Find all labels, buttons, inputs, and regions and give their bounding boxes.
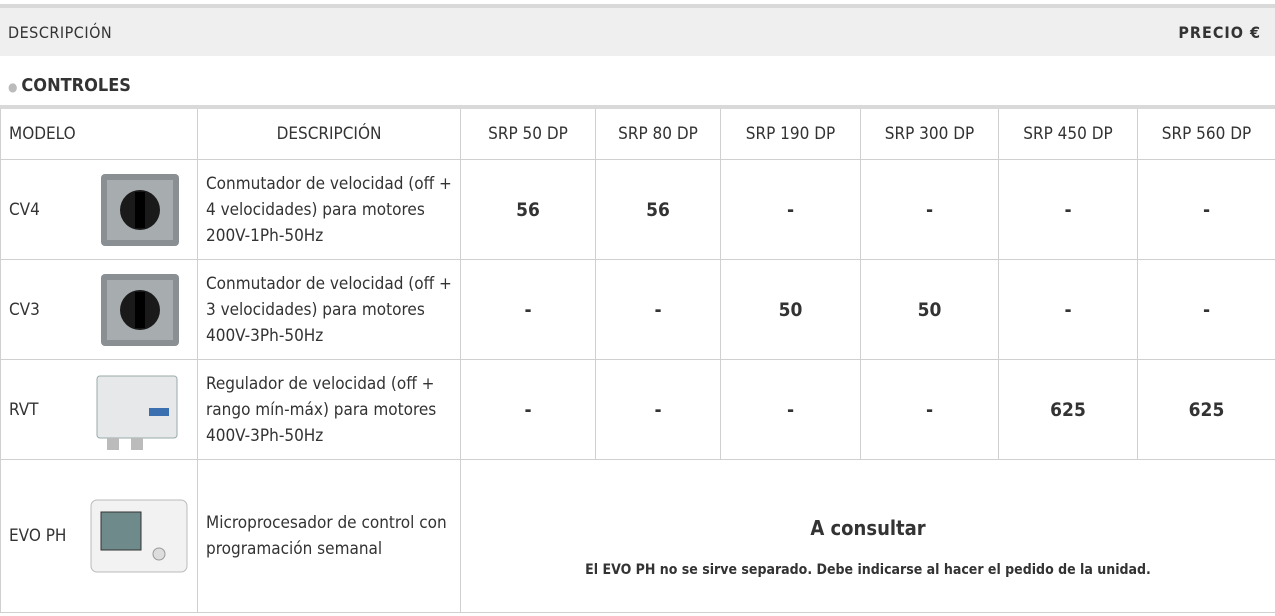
price: - xyxy=(595,359,721,460)
price: - xyxy=(1137,159,1275,260)
price: - xyxy=(860,359,999,460)
column-header: SRP 300 DP xyxy=(860,106,999,160)
model-cell: EVO PH xyxy=(0,459,198,613)
price: - xyxy=(460,359,596,460)
row: RVT Regulador de velocidad (off + rango … xyxy=(0,359,1275,460)
product-image xyxy=(101,174,179,246)
price: - xyxy=(720,159,861,260)
price: - xyxy=(595,259,721,360)
header-price: PRECIO € xyxy=(1178,23,1261,42)
header-description: DESCRIPCIÓN xyxy=(8,23,113,42)
description: Regulador de velocidad (off + rango mín-… xyxy=(197,359,461,460)
row: EVO PH Microprocesador de control con pr… xyxy=(0,459,1275,613)
column-header: SRP 80 DP xyxy=(595,106,721,160)
column-header: DESCRIPCIÓN xyxy=(197,106,461,160)
model-cell: CV3 xyxy=(0,259,198,360)
model-cell: CV4 xyxy=(0,159,198,260)
section-title: ● CONTROLES xyxy=(8,75,131,96)
row: CV3 Conmutador de velocidad (off + 3 vel… xyxy=(0,259,1275,360)
price-note-cell: A consultar El EVO PH no se sirve separa… xyxy=(460,459,1275,613)
price-note: El EVO PH no se sirve separado. Debe ind… xyxy=(585,562,1151,578)
model: CV4 xyxy=(9,199,40,220)
price: 50 xyxy=(860,259,999,360)
model: CV3 xyxy=(9,299,40,320)
description: Microprocesador de control con programac… xyxy=(197,459,461,613)
model: RVT xyxy=(9,399,39,420)
header-row: MODELO DESCRIPCIÓN SRP 50 DP SRP 80 DP S… xyxy=(0,106,1275,160)
price: - xyxy=(1137,259,1275,360)
price: 50 xyxy=(720,259,861,360)
model: EVO PH xyxy=(9,526,67,546)
price: - xyxy=(460,259,596,360)
column-header: SRP 50 DP xyxy=(460,106,596,160)
model-cell: RVT xyxy=(0,359,198,460)
price: - xyxy=(998,259,1138,360)
description: Conmutador de velocidad (off + 4 velocid… xyxy=(197,159,461,260)
header-bar: DESCRIPCIÓN PRECIO € xyxy=(0,4,1275,56)
description: Conmutador de velocidad (off + 3 velocid… xyxy=(197,259,461,360)
price: - xyxy=(998,159,1138,260)
product-image xyxy=(101,274,179,346)
product-image xyxy=(90,499,188,573)
price: 625 xyxy=(1137,359,1275,460)
row: CV4 Conmutador de velocidad (off + 4 vel… xyxy=(0,159,1275,260)
price-table: MODELO DESCRIPCIÓN SRP 50 DP SRP 80 DP S… xyxy=(0,105,1275,613)
price: - xyxy=(860,159,999,260)
section-label: CONTROLES xyxy=(21,75,131,96)
price: 625 xyxy=(998,359,1138,460)
product-image xyxy=(96,375,178,450)
column-header: SRP 190 DP xyxy=(720,106,861,160)
price-title: A consultar xyxy=(810,516,926,540)
column-header: SRP 450 DP xyxy=(998,106,1138,160)
price: - xyxy=(720,359,861,460)
column-header: MODELO xyxy=(0,106,198,160)
column-header: SRP 560 DP xyxy=(1137,106,1275,160)
price: 56 xyxy=(460,159,596,260)
price: 56 xyxy=(595,159,721,260)
